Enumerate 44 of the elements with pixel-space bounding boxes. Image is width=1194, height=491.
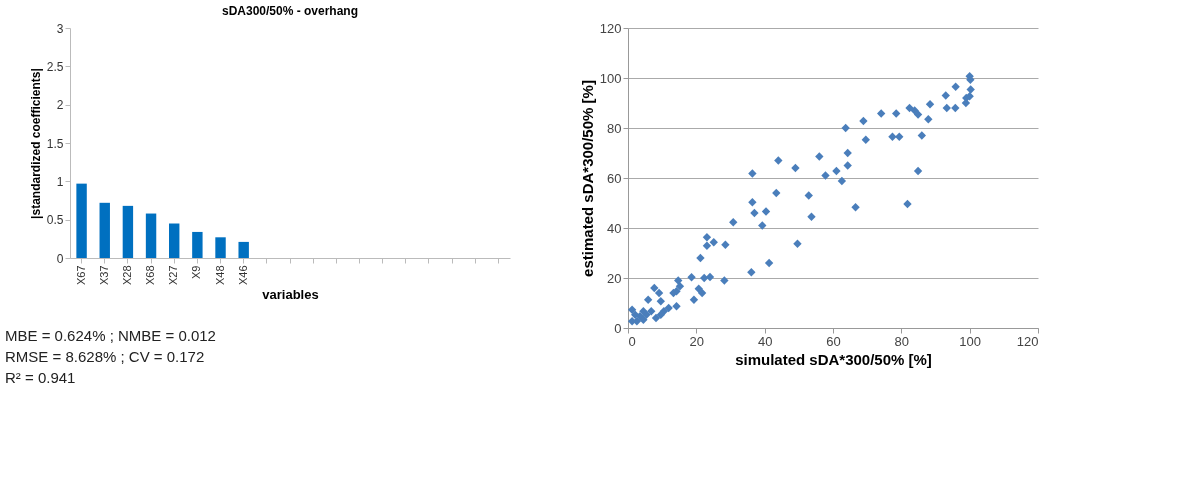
x-axis-title: simulated sDA*300/50% [%] — [735, 350, 932, 368]
y-tick-label: 2 — [56, 98, 64, 113]
x-tick-label: X68 — [144, 265, 157, 286]
bar — [215, 237, 226, 258]
y-tick-label: 40 — [607, 220, 622, 236]
x-tick-label: X46 — [236, 265, 249, 286]
y-axis-title: estimated sDA*300/50% [%] — [578, 80, 596, 277]
chart-title: sDA300/50% - overhang — [221, 4, 359, 18]
bar — [192, 231, 203, 258]
x-tick-label: X28 — [120, 265, 133, 286]
y-tick-label: 0 — [614, 320, 622, 336]
y-tick-label: 80 — [607, 120, 622, 136]
y-tick-label: 0 — [56, 251, 64, 266]
bar — [99, 202, 110, 258]
text: R² = 0.941 — [5, 369, 76, 386]
x-tick-label: X67 — [74, 265, 87, 286]
y-axis-title: |standardized coefficients| — [28, 68, 43, 219]
y-tick-label: 60 — [607, 170, 622, 186]
x-tick-label: 0 — [628, 333, 636, 349]
x-axis-title: variables — [262, 287, 319, 303]
bar — [76, 183, 87, 258]
y-tick-label: 0.5 — [46, 213, 64, 228]
y-tick-label: 1 — [56, 174, 64, 189]
bar — [238, 241, 249, 258]
x-tick-label: X9 — [190, 265, 203, 279]
x-tick-label: 120 — [1016, 333, 1039, 349]
bar — [145, 213, 157, 258]
y-tick-label: 100 — [599, 70, 622, 86]
x-tick-label: X48 — [213, 265, 226, 286]
x-tick-label: X27 — [167, 265, 180, 286]
x-tick-label: 40 — [757, 333, 773, 349]
x-tick-label: 60 — [826, 333, 841, 349]
bar — [169, 223, 180, 258]
y-tick-label: 3 — [56, 21, 64, 36]
text: MBE = 0.624% ; NMBE = 0.012 — [5, 327, 216, 344]
x-tick-label: X37 — [97, 265, 110, 286]
y-tick-label: 120 — [599, 20, 622, 36]
bar — [122, 205, 134, 258]
y-tick-label: 2.5 — [46, 59, 64, 74]
x-tick-label: 80 — [894, 333, 910, 349]
y-tick-label: 1.5 — [46, 136, 64, 151]
text: RMSE = 8.628% ; CV = 0.172 — [5, 348, 205, 365]
x-tick-label: 20 — [689, 333, 705, 349]
x-tick-label: 100 — [959, 333, 982, 349]
